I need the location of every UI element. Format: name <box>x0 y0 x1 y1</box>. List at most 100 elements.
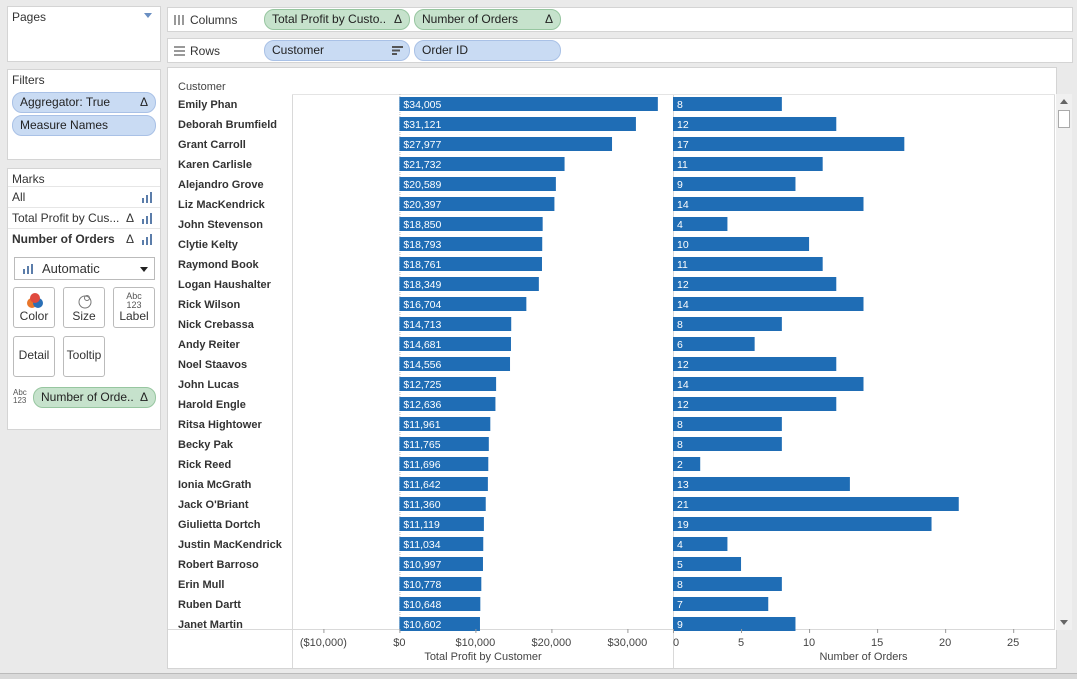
customer-label: Raymond Book <box>178 259 260 271</box>
customer-label: Ritsa Hightower <box>178 419 262 431</box>
delta-icon: Δ <box>393 12 402 26</box>
bar <box>673 457 701 471</box>
bar-value-label: 9 <box>677 179 683 191</box>
pages-title: Pages <box>12 10 47 24</box>
bar-value-label: 12 <box>677 359 689 371</box>
label-button[interactable]: Abc 123 Label <box>113 287 155 328</box>
bar-value-label: 7 <box>677 599 683 611</box>
bar <box>673 477 850 491</box>
bar <box>673 137 905 151</box>
filter-pill-aggregator[interactable]: Aggregator: True Δ <box>12 92 156 113</box>
bar-value-label: $11,360 <box>403 499 440 511</box>
bar <box>399 177 556 191</box>
scroll-up-icon[interactable] <box>1060 99 1068 104</box>
color-button[interactable]: Color <box>13 287 55 328</box>
customer-label: Rick Reed <box>178 459 231 471</box>
customer-label: Rick Wilson <box>178 299 241 311</box>
bar-value-label: 17 <box>677 139 689 151</box>
marks-tab-total-profit[interactable]: Total Profit by Cus... Δ <box>8 207 160 228</box>
rows-shelf-label: Rows <box>190 44 221 58</box>
delta-icon: Δ <box>125 232 134 246</box>
label-field-pill[interactable]: Number of Orde.. Δ <box>33 387 156 408</box>
bar <box>673 377 864 391</box>
columns-shelf[interactable]: Columns Total Profit by Custo.. Δ Number… <box>167 7 1073 32</box>
marks-tab-all[interactable]: All <box>8 186 160 207</box>
axis-tick-label: ($10,000) <box>300 637 347 649</box>
axis-tick-label: $10,000 <box>456 637 496 649</box>
customer-label: Deborah Brumfield <box>178 119 277 131</box>
customer-label: Liz MacKendrick <box>178 199 266 211</box>
bar-value-label: $11,034 <box>403 539 440 551</box>
bar-value-label: $14,556 <box>403 359 441 371</box>
customer-label: Clytie Kelty <box>178 239 239 251</box>
bar <box>673 157 823 171</box>
rows-pill-order-id[interactable]: Order ID <box>414 40 561 61</box>
axis-tick-label: 0 <box>673 637 679 649</box>
bar-value-label: $12,636 <box>403 399 441 411</box>
bar <box>399 537 484 551</box>
vertical-scrollbar[interactable] <box>1056 94 1072 630</box>
customer-label: Karen Carlisle <box>178 159 252 171</box>
row-header: Customer <box>178 81 226 93</box>
size-button[interactable]: Size <box>63 287 105 328</box>
scroll-down-icon[interactable] <box>1060 620 1068 625</box>
bar-value-label: 13 <box>677 479 689 491</box>
columns-pill-number-of-orders[interactable]: Number of Orders Δ <box>414 9 561 30</box>
bar <box>399 477 488 491</box>
bar <box>673 257 823 271</box>
axis-title: Total Profit by Customer <box>424 651 542 663</box>
bar-chart: Customer Emily Phan Deborah Brumfield Grant… <box>168 81 1055 668</box>
tooltip-button[interactable]: Tooltip <box>63 336 105 377</box>
columns-icon <box>174 15 184 25</box>
axis-tick-label: $20,000 <box>532 637 572 649</box>
bar <box>399 217 543 231</box>
customer-label: Ruben Dartt <box>178 599 241 611</box>
rows-pill-customer[interactable]: Customer <box>264 40 410 61</box>
bar <box>673 557 742 571</box>
scrollbar-thumb[interactable] <box>1058 110 1070 128</box>
bar-value-label: 9 <box>677 619 683 631</box>
bar-chart-icon <box>23 264 35 274</box>
bar <box>399 297 527 311</box>
bar-value-label: $20,397 <box>403 199 441 211</box>
bar-value-label: 14 <box>677 379 689 391</box>
chevron-down-icon[interactable] <box>144 13 152 18</box>
bar-value-label: $18,349 <box>403 279 441 291</box>
pages-card: Pages <box>7 6 161 62</box>
text-field-icon: Abc 123 <box>13 388 27 405</box>
pill-label: Customer <box>272 43 325 57</box>
columns-pill-total-profit[interactable]: Total Profit by Custo.. Δ <box>264 9 410 30</box>
customer-label: Andy Reiter <box>178 339 240 351</box>
bar <box>673 237 810 251</box>
bar-chart-icon <box>142 192 154 203</box>
color-button-label: Color <box>19 309 49 323</box>
bar-value-label: 8 <box>677 579 683 591</box>
bar <box>673 337 755 351</box>
bar <box>399 137 613 151</box>
bar-value-label: $11,642 <box>403 479 440 491</box>
filter-pill-measure-names[interactable]: Measure Names <box>12 115 156 136</box>
color-icon <box>27 293 43 308</box>
pill-label: Order ID <box>422 43 469 57</box>
sheet-tab-bar[interactable] <box>0 673 1077 679</box>
view-canvas[interactable]: Customer Emily Phan Deborah Brumfield Grant… <box>167 67 1057 669</box>
bar-value-label: $31,121 <box>403 119 441 131</box>
bar <box>399 337 511 351</box>
marks-tab-number-of-orders[interactable]: Number of Orders Δ <box>8 228 160 249</box>
delta-icon: Δ <box>139 95 148 109</box>
bar <box>399 317 512 331</box>
mark-type-select[interactable]: Automatic <box>14 257 155 280</box>
rows-shelf[interactable]: Rows Customer Order ID <box>167 38 1073 63</box>
marks-tab-label: Number of Orders <box>12 232 115 246</box>
bar <box>399 617 480 631</box>
bar <box>399 437 489 451</box>
bar <box>673 317 782 331</box>
detail-button[interactable]: Detail <box>13 336 55 377</box>
bar-value-label: 12 <box>677 119 689 131</box>
bar-value-label: $14,681 <box>403 339 441 351</box>
filters-card: Filters Aggregator: True Δ Measure Names <box>7 69 161 160</box>
customer-label: Logan Haushalter <box>178 279 272 291</box>
bar <box>399 597 481 611</box>
bar <box>673 197 864 211</box>
bar <box>673 577 782 591</box>
